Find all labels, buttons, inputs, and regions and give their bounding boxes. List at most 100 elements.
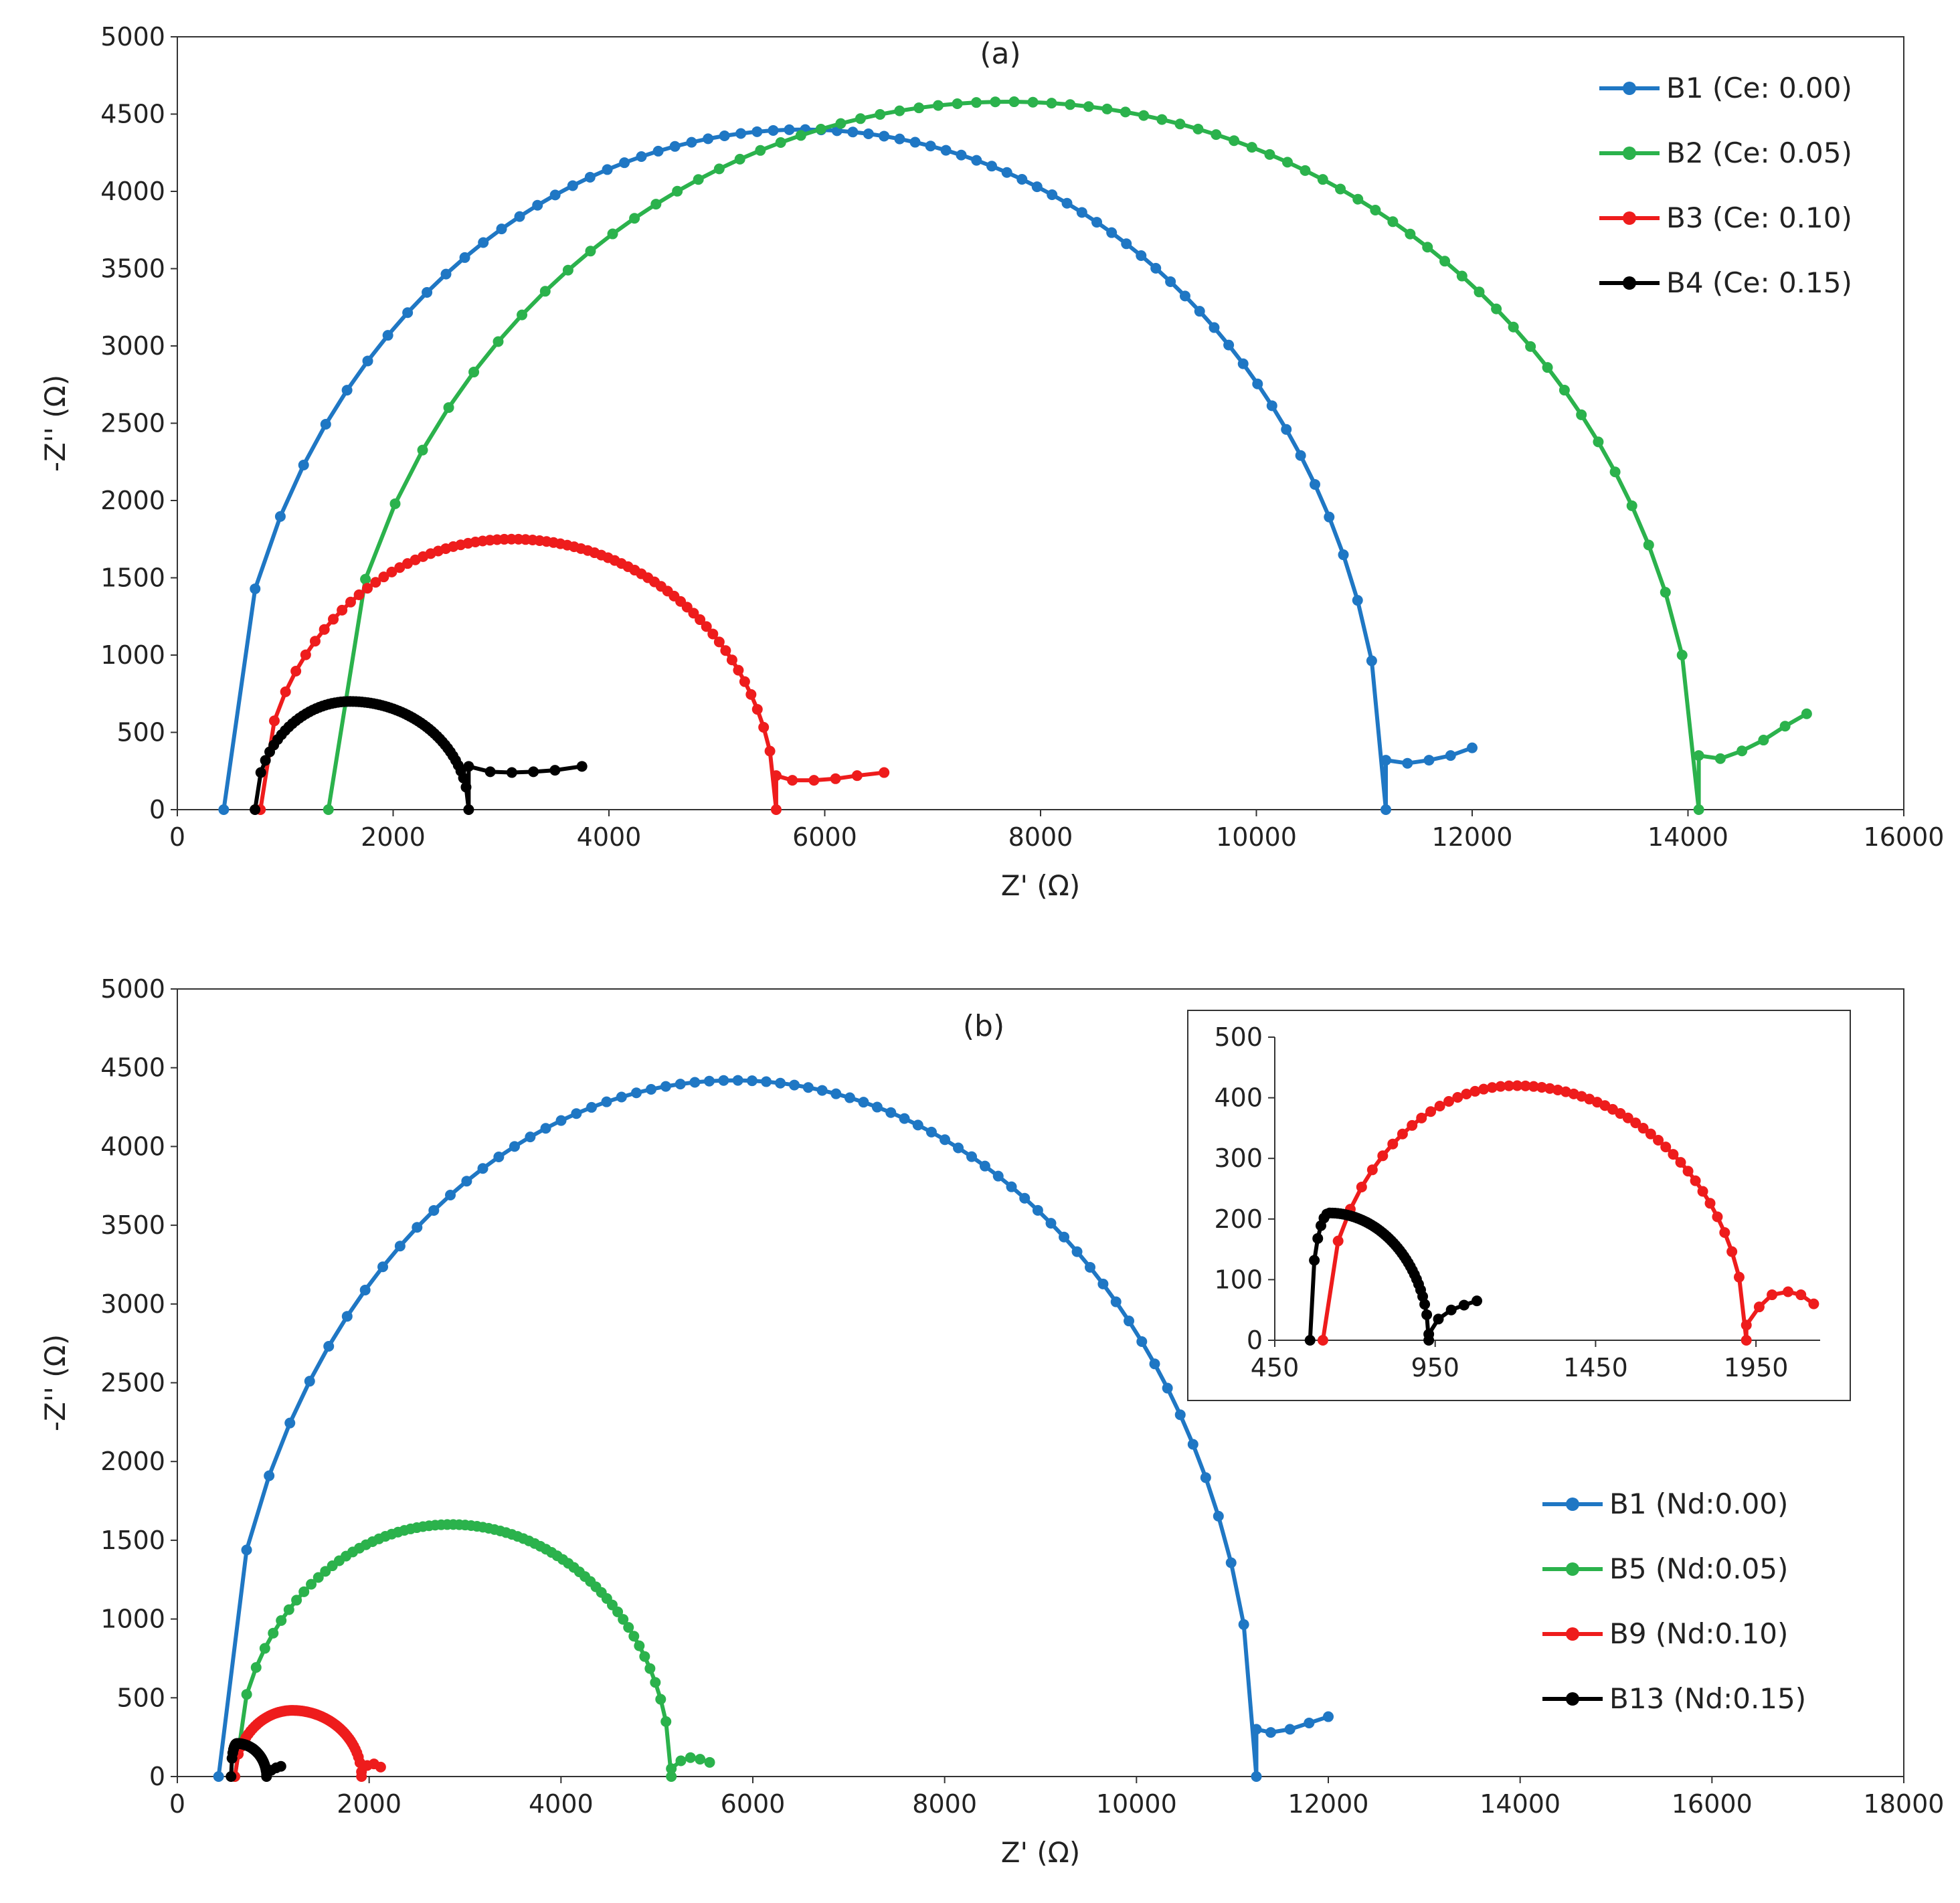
inset-data-point xyxy=(1653,1135,1664,1146)
y-tick-label: 2500 xyxy=(100,1368,165,1398)
data-point xyxy=(992,1170,1004,1182)
data-point xyxy=(1352,595,1363,606)
data-point xyxy=(735,128,747,139)
panel-label: (b) xyxy=(963,1009,1004,1043)
data-point xyxy=(1046,98,1057,109)
data-point xyxy=(375,1761,386,1773)
data-point xyxy=(298,460,309,471)
data-point xyxy=(276,1615,287,1626)
data-point xyxy=(514,211,525,222)
inset-data-point xyxy=(1536,1081,1547,1093)
data-point xyxy=(353,589,365,600)
data-point xyxy=(607,228,618,240)
inset-data-point xyxy=(1452,1091,1463,1103)
inset-series-b9 xyxy=(1317,1080,1819,1346)
inset-data-point xyxy=(1356,1182,1367,1193)
data-point xyxy=(226,1771,237,1782)
panel-a-chart: 0 2000 4000 6000 8000 10000 12000 14000 16000 0 50… xyxy=(39,22,1944,902)
data-point xyxy=(422,286,433,298)
data-point xyxy=(477,1163,488,1174)
data-point xyxy=(844,1092,855,1103)
data-point xyxy=(1076,207,1087,218)
data-point xyxy=(1366,655,1377,666)
data-point xyxy=(1106,227,1118,238)
data-point xyxy=(1083,101,1094,112)
inset-frame xyxy=(1187,1010,1851,1401)
data-point xyxy=(770,804,782,815)
data-point xyxy=(1266,400,1277,412)
data-point xyxy=(319,624,330,635)
x-tick-label: 2000 xyxy=(337,1789,402,1819)
data-point xyxy=(1016,173,1028,185)
y-tick-label: 3000 xyxy=(100,1289,165,1319)
data-point xyxy=(913,102,925,114)
data-point xyxy=(241,1544,252,1556)
data-point xyxy=(549,765,561,776)
data-point xyxy=(1031,181,1043,193)
data-point xyxy=(461,1176,472,1187)
data-point xyxy=(602,164,613,175)
legend-label: B2 (Ce: 0.05) xyxy=(1666,137,1852,169)
data-point xyxy=(1284,1724,1296,1735)
data-point xyxy=(1110,1296,1122,1307)
y-tick-label: 2000 xyxy=(100,1447,165,1476)
data-point xyxy=(666,1763,677,1775)
inset-data-point xyxy=(1741,1335,1752,1346)
data-point xyxy=(666,1771,677,1782)
series-line xyxy=(216,1078,1329,1779)
data-point xyxy=(851,770,863,782)
data-point xyxy=(629,213,640,224)
data-point xyxy=(619,157,630,169)
y-tick-label: 2500 xyxy=(100,409,165,438)
inset-data-point xyxy=(1304,1335,1316,1346)
data-point xyxy=(280,686,291,697)
data-point xyxy=(634,1640,645,1651)
data-point xyxy=(1445,750,1456,761)
data-point xyxy=(686,137,697,148)
data-point xyxy=(284,1417,296,1429)
inset-data-point xyxy=(1552,1084,1563,1095)
data-point xyxy=(555,1115,567,1126)
data-point xyxy=(496,223,507,235)
x-tick-label: 12000 xyxy=(1432,822,1513,852)
y-tick-label: 3000 xyxy=(100,331,165,361)
data-point xyxy=(1223,339,1235,351)
x-tick-label: 10000 xyxy=(1096,1789,1177,1819)
y-tick-label: 4000 xyxy=(100,1131,165,1161)
x-tick-label: 4000 xyxy=(529,1789,594,1819)
y-tick-label: 3500 xyxy=(100,1210,165,1240)
data-point xyxy=(871,1101,883,1113)
inset-y-tick-label: 300 xyxy=(1214,1144,1263,1173)
inset-data-point xyxy=(1622,1112,1633,1123)
inset-data-point xyxy=(1425,1106,1437,1117)
data-point xyxy=(341,1311,353,1322)
inset-data-point xyxy=(1486,1082,1498,1093)
data-point xyxy=(1065,99,1076,110)
data-point xyxy=(925,141,936,152)
data-point xyxy=(337,604,348,616)
data-point xyxy=(1525,341,1536,352)
data-point xyxy=(768,124,779,136)
data-point xyxy=(445,1190,456,1201)
inset-data-point xyxy=(1528,1081,1539,1092)
data-point xyxy=(1626,500,1637,511)
data-point xyxy=(775,137,786,149)
data-point xyxy=(808,775,820,786)
data-point xyxy=(660,1081,671,1092)
series-line xyxy=(221,127,1474,812)
data-point xyxy=(1338,549,1349,561)
data-point xyxy=(1380,755,1391,766)
data-point xyxy=(412,1222,423,1233)
x-tick-label: 4000 xyxy=(577,822,642,852)
data-point xyxy=(1091,217,1103,228)
data-point xyxy=(1174,118,1186,130)
data-point xyxy=(795,130,806,141)
data-point xyxy=(1801,708,1812,719)
data-point xyxy=(719,130,730,142)
data-point xyxy=(784,124,795,135)
legend-marker xyxy=(1566,1498,1579,1511)
series-b5 xyxy=(230,1519,715,1782)
data-point xyxy=(313,1572,324,1583)
inset-data-point xyxy=(1630,1117,1641,1129)
legend-label: B9 (Nd:0.10) xyxy=(1609,1617,1788,1650)
